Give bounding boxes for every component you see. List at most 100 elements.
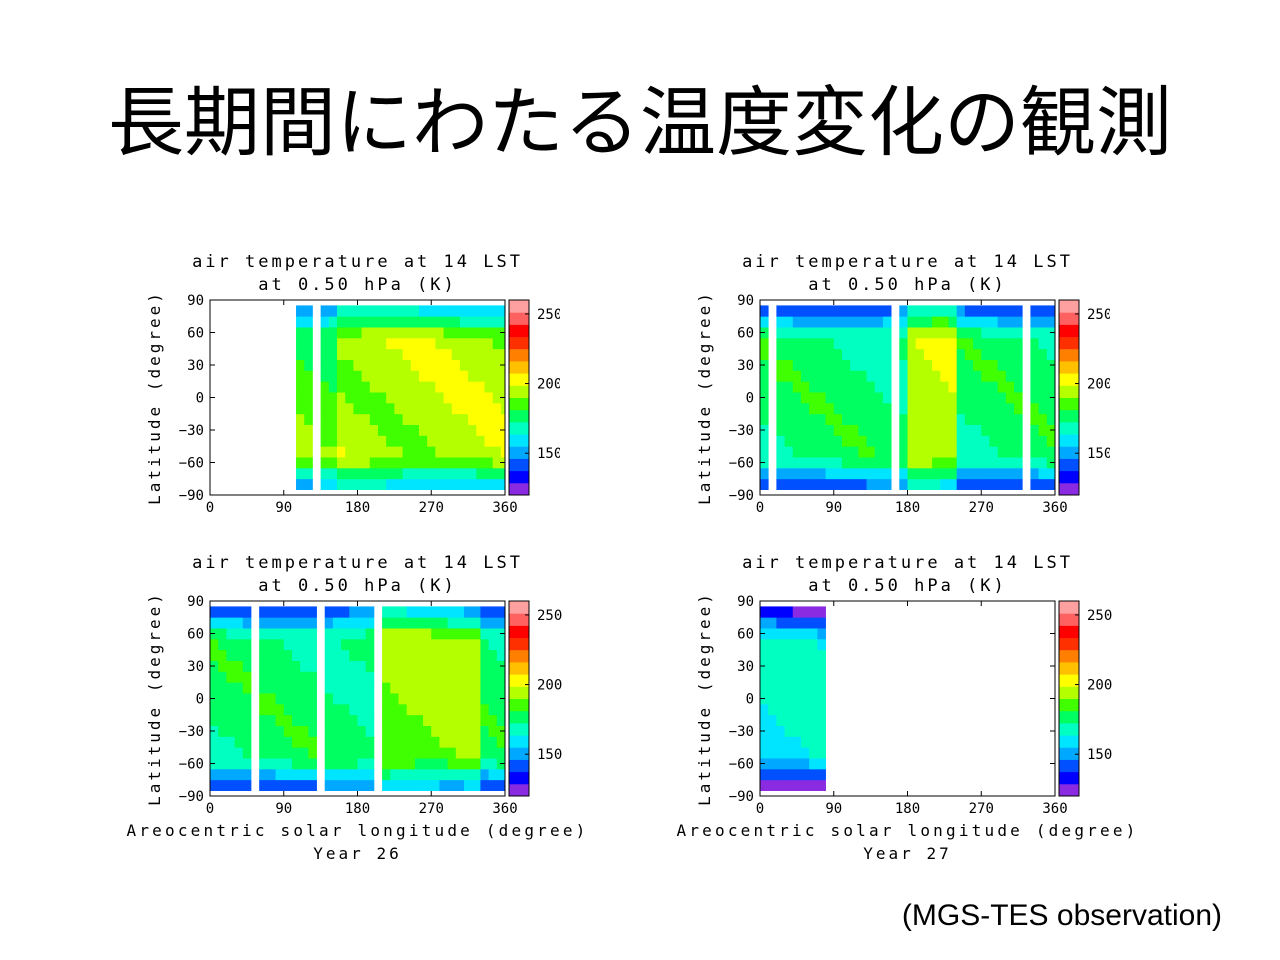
heatmap-cell <box>874 457 884 469</box>
heatmap-cell <box>1014 424 1023 436</box>
heatmap-cell <box>451 467 461 480</box>
colorbar-segment <box>509 783 529 797</box>
heatmap-cell <box>427 337 436 350</box>
heatmap-cell <box>866 424 876 436</box>
heatmap-cell <box>451 424 461 436</box>
heatmap-cell <box>300 725 309 737</box>
heatmap-cell <box>760 649 769 661</box>
heatmap-cell <box>882 467 892 480</box>
heatmap-cell <box>402 435 412 447</box>
heatmap-cell <box>760 779 769 791</box>
heatmap-cell <box>907 337 917 350</box>
heatmap-cell <box>784 714 794 726</box>
heatmap-cell <box>825 359 835 371</box>
heatmap-cell <box>414 703 424 716</box>
heatmap-cell <box>418 446 428 458</box>
heatmap-cell <box>377 435 387 447</box>
heatmap-cell <box>382 703 391 716</box>
heatmap-cell <box>357 736 367 748</box>
colorbar-segment <box>1059 482 1079 496</box>
heatmap-cell <box>427 457 436 469</box>
heatmap-cell <box>337 446 346 458</box>
heatmap-cell <box>439 714 449 726</box>
colorbar-segment <box>509 649 529 663</box>
heatmap-cell <box>948 316 958 328</box>
heatmap-cell <box>300 703 309 716</box>
heatmap-cell <box>341 725 350 737</box>
heatmap-cell <box>468 327 477 339</box>
heatmap-cell <box>874 478 884 490</box>
heatmap-cell <box>361 402 371 415</box>
heatmap-cell <box>464 768 473 781</box>
heatmap-cell <box>833 370 843 382</box>
heatmap-cell <box>304 392 313 404</box>
heatmap-cell <box>882 457 892 469</box>
heatmap-cell <box>923 359 933 371</box>
heatmap-cell <box>431 682 440 694</box>
heatmap-cell <box>817 316 826 328</box>
heatmap-cell <box>320 446 330 458</box>
heatmap-cell <box>776 747 785 759</box>
heatmap-cell <box>776 381 785 393</box>
heatmap-cell <box>768 747 777 759</box>
heatmap-cell <box>308 649 317 661</box>
heatmap-cell <box>275 660 285 672</box>
heatmap-cell <box>492 478 502 490</box>
heatmap-cell <box>1030 305 1040 317</box>
heatmap-cell <box>850 316 859 328</box>
heatmap-cell <box>800 435 810 447</box>
heatmap-cell <box>275 714 285 726</box>
heatmap-cell <box>447 638 457 651</box>
heatmap-cell <box>1038 402 1048 415</box>
heatmap-cell <box>300 779 309 791</box>
heatmap-cell <box>809 446 818 458</box>
heatmap-cell <box>468 348 477 360</box>
heatmap-cell <box>841 327 851 339</box>
heatmap-cell <box>418 370 428 382</box>
heatmap-cell <box>760 370 769 382</box>
heatmap-cell <box>923 392 933 404</box>
heatmap-cell <box>259 628 268 640</box>
heatmap-cell <box>304 424 313 436</box>
heatmap-cell <box>1005 446 1015 458</box>
heatmap-cell <box>760 337 769 350</box>
heatmap-cell <box>291 725 301 737</box>
heatmap-cell <box>328 327 338 339</box>
heatmap-cell <box>973 435 982 447</box>
heatmap-cell <box>940 316 949 328</box>
heatmap-cell <box>776 682 785 694</box>
heatmap-cell <box>328 446 338 458</box>
heatmap-cell <box>492 413 502 425</box>
heatmap-cell <box>345 424 354 436</box>
colorbar-segment <box>509 482 529 496</box>
y-tick-label: 0 <box>196 391 204 407</box>
heatmap-cell <box>907 316 917 328</box>
heatmap-cell <box>776 606 785 618</box>
heatmap-cell <box>451 337 461 350</box>
heatmap-cell <box>488 649 498 661</box>
heatmap-cell <box>825 316 835 328</box>
heatmap-cell <box>451 478 461 490</box>
heatmap-cell <box>1030 370 1040 382</box>
heatmap-cell <box>365 714 375 726</box>
heatmap-cell <box>308 758 317 770</box>
heatmap-cell <box>394 348 403 360</box>
heatmap-cell <box>1005 381 1015 393</box>
heatmap-cell <box>349 703 358 716</box>
heatmap-cell <box>484 348 494 360</box>
y-tick-label: 60 <box>187 627 204 643</box>
heatmap-cell <box>410 348 420 360</box>
heatmap-cell <box>989 370 999 382</box>
heatmap-cell <box>361 424 371 436</box>
heatmap-cell <box>328 337 338 350</box>
heatmap-cell <box>825 478 835 490</box>
heatmap-cell <box>283 725 293 737</box>
heatmap-cell <box>386 337 395 350</box>
heatmap-cell <box>447 779 457 791</box>
heatmap-cell <box>817 768 826 781</box>
heatmap-cell <box>296 467 305 480</box>
heatmap-cell <box>874 316 884 328</box>
heatmap-cell <box>386 305 395 317</box>
heatmap-cell <box>792 628 802 640</box>
heatmap-cell <box>825 413 835 425</box>
